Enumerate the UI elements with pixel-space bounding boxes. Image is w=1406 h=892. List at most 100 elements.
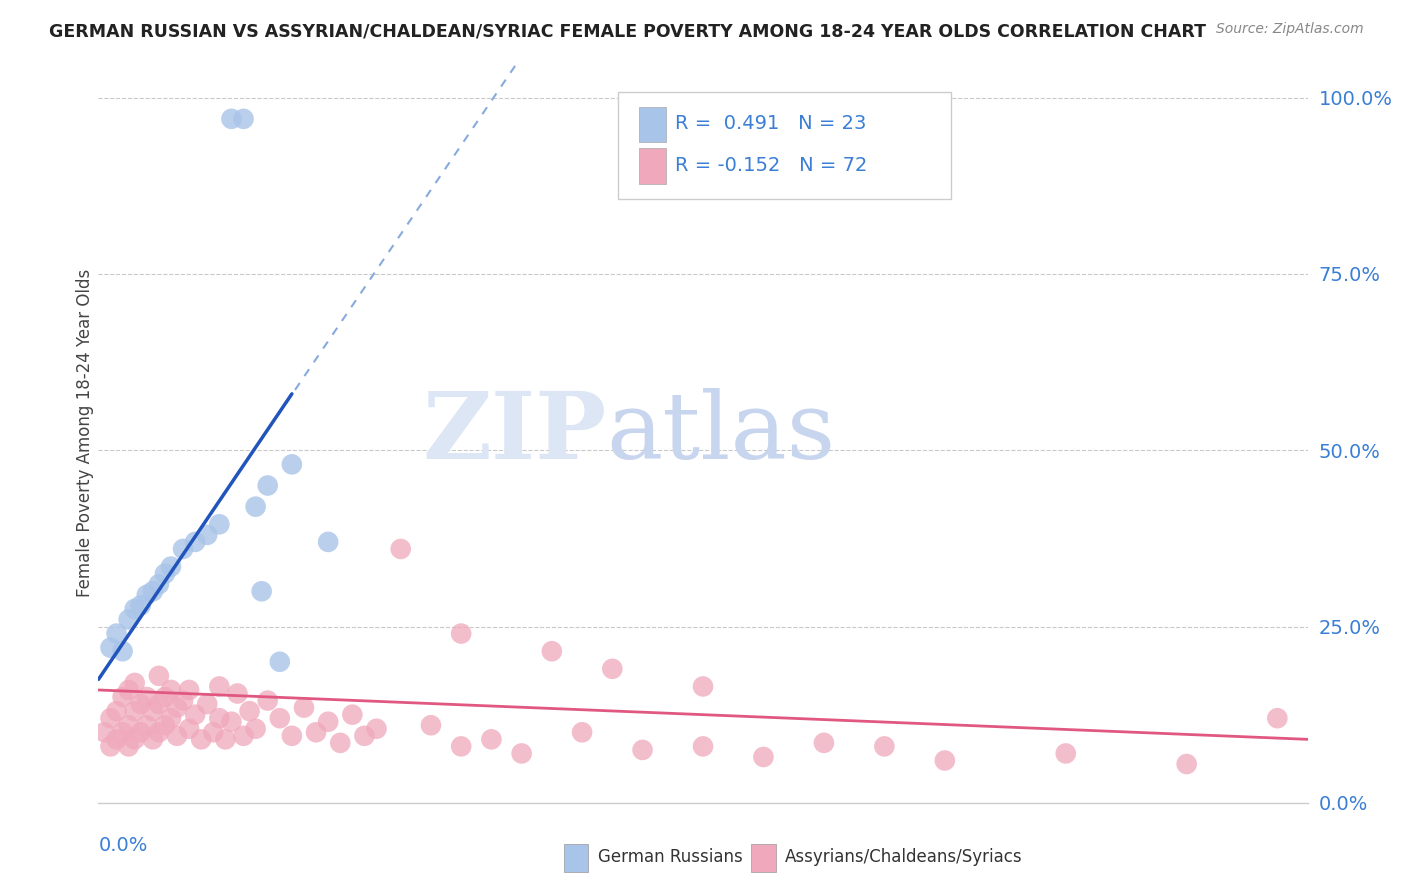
Point [232,112,254,126]
Point [129,697,152,711]
Point [208,711,231,725]
Point [93,725,115,739]
Point [172,693,194,707]
Point [226,686,249,700]
Point [245,500,267,514]
Bar [638,107,665,143]
Point [316,714,339,729]
Bar [638,148,665,184]
Point [100,739,122,754]
Text: R = -0.152   N = 72: R = -0.152 N = 72 [675,156,868,175]
Y-axis label: Female Poverty Among 18-24 Year Olds: Female Poverty Among 18-24 Year Olds [76,268,94,597]
Point [142,704,165,718]
Point [250,584,273,599]
Point [540,644,562,658]
Point [214,732,236,747]
FancyBboxPatch shape [619,92,950,200]
Point [481,732,503,747]
Point [269,655,291,669]
Point [450,626,472,640]
Point [1054,747,1077,761]
Point [111,690,134,704]
Point [118,683,141,698]
Point [160,559,183,574]
Point [389,541,412,556]
Point [281,458,304,472]
Point [873,739,896,754]
Text: 0.0%: 0.0% [98,836,148,855]
Point [166,700,188,714]
Text: German Russians: German Russians [598,848,742,866]
Point [172,541,194,556]
Point [160,711,183,725]
Point [118,612,141,626]
Point [129,599,152,613]
Bar [751,844,776,871]
Point [160,683,183,698]
Point [450,739,472,754]
Point [179,722,201,736]
Point [1267,711,1289,725]
Point [166,729,188,743]
Point [342,707,364,722]
Point [692,739,714,754]
Point [118,739,141,754]
Point [124,732,146,747]
Point [148,669,170,683]
Point [153,718,176,732]
Point [124,704,146,718]
Point [118,718,141,732]
Point [1175,757,1198,772]
Point [221,714,243,729]
Point [602,662,624,676]
Point [105,626,128,640]
Point [221,112,243,126]
Point [195,528,218,542]
Text: atlas: atlas [606,388,835,477]
Point [190,732,212,747]
Point [195,697,218,711]
Point [329,736,352,750]
Point [245,722,267,736]
Point [111,725,134,739]
Point [232,729,254,743]
Point [184,535,207,549]
Point [752,750,775,764]
Point [510,747,533,761]
Point [208,680,231,694]
Point [571,725,593,739]
Point [281,729,304,743]
Point [631,743,654,757]
Point [420,718,443,732]
Point [124,676,146,690]
Point [353,729,375,743]
Point [135,718,157,732]
Point [305,725,328,739]
Point [142,584,165,599]
Point [142,732,165,747]
Text: GERMAN RUSSIAN VS ASSYRIAN/CHALDEAN/SYRIAC FEMALE POVERTY AMONG 18-24 YEAR OLDS : GERMAN RUSSIAN VS ASSYRIAN/CHALDEAN/SYRI… [49,22,1206,40]
Point [179,683,201,698]
Point [256,693,278,707]
Point [934,754,956,768]
Point [105,732,128,747]
Point [153,690,176,704]
Point [316,535,339,549]
Point [813,736,835,750]
Point [148,697,170,711]
Point [129,725,152,739]
Point [124,602,146,616]
Text: R =  0.491   N = 23: R = 0.491 N = 23 [675,114,866,134]
Point [692,680,714,694]
Point [148,577,170,591]
Bar [564,844,588,871]
Text: Assyrians/Chaldeans/Syriacs: Assyrians/Chaldeans/Syriacs [785,848,1022,866]
Point [269,711,291,725]
Point [135,588,157,602]
Point [292,700,315,714]
Point [184,707,207,722]
Text: Source: ZipAtlas.com: Source: ZipAtlas.com [1216,22,1364,37]
Point [202,725,225,739]
Point [100,711,122,725]
Point [239,704,262,718]
